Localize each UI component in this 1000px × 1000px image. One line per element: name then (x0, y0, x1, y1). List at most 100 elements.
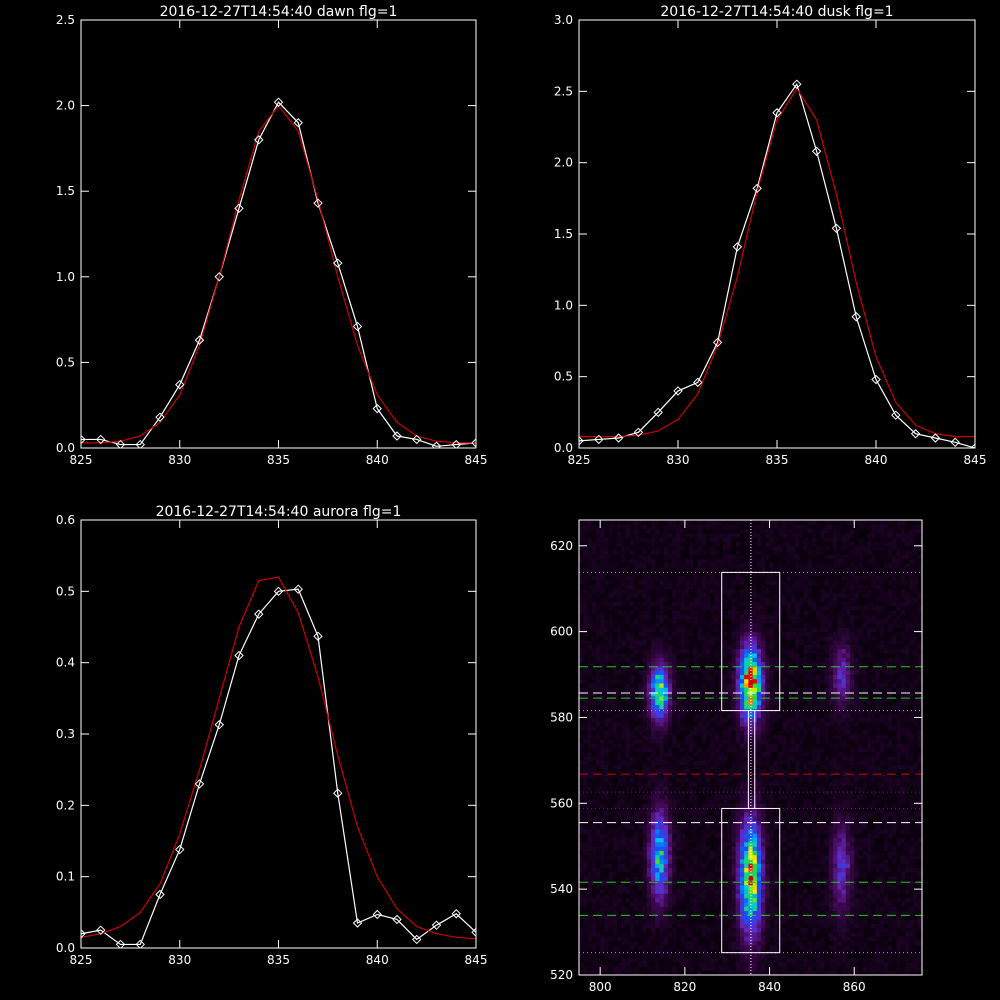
heatmap-cell (905, 837, 910, 843)
heatmap-cell (845, 743, 851, 748)
x-tick-label: 825 (70, 953, 93, 967)
heatmap-cell (689, 910, 694, 916)
heatmap-cell (871, 743, 876, 748)
heatmap-cell (854, 751, 859, 757)
data-point (352, 918, 363, 928)
heatmap-cell (850, 936, 855, 942)
heatmap-cell (833, 721, 838, 727)
heatmap-cell (790, 768, 796, 774)
heatmap-cell (837, 824, 842, 830)
heatmap-cell (663, 837, 669, 843)
heatmap-cell (871, 953, 876, 959)
heatmap-cell (689, 940, 694, 946)
heatmap-cell (718, 854, 724, 860)
heatmap-cell (693, 799, 698, 804)
heatmap-cell (845, 936, 851, 942)
heatmap-cell (667, 854, 673, 860)
heatmap-cell (883, 957, 889, 963)
heatmap-cell (765, 756, 770, 761)
heatmap-cell (756, 790, 762, 796)
heatmap-cell (773, 721, 779, 727)
heatmap-cell (629, 927, 635, 933)
heatmap-cell (909, 794, 914, 800)
heatmap-cell (892, 880, 897, 886)
heatmap-cell (621, 884, 626, 890)
heatmap-cell (600, 833, 605, 839)
heatmap-cell (837, 876, 842, 881)
heatmap-cell (739, 824, 745, 830)
heatmap-cell (773, 953, 779, 959)
heatmap-cell (871, 768, 876, 774)
heatmap-cell (579, 799, 584, 804)
heatmap-cell (879, 726, 885, 731)
heatmap-cell (646, 768, 652, 774)
heatmap-cell (676, 768, 682, 774)
heatmap-cell (706, 889, 711, 894)
heatmap-cell (794, 841, 800, 847)
heatmap-cell (879, 756, 885, 761)
heatmap-cell (735, 850, 741, 856)
heatmap-cell (663, 850, 669, 856)
heatmap-cell (858, 764, 864, 770)
heatmap-cell (799, 910, 804, 916)
heatmap-cell (710, 953, 715, 959)
heatmap-cell (879, 940, 885, 946)
heatmap-cell (739, 768, 745, 774)
heatmap-cell (824, 897, 830, 903)
heatmap-cell (913, 773, 919, 778)
heatmap-cell (600, 803, 605, 808)
heatmap-cell (650, 944, 656, 950)
heatmap-cell (879, 927, 885, 933)
heatmap-cell (638, 854, 643, 860)
heatmap-cell (731, 957, 737, 963)
heatmap-cell (871, 854, 876, 860)
heatmap-cell (634, 910, 639, 916)
heatmap-cell (799, 786, 804, 791)
heatmap-cell (892, 919, 897, 924)
heatmap-cell (727, 923, 732, 929)
heatmap-cell (773, 738, 779, 744)
heatmap-cell (604, 756, 610, 761)
heatmap-cell (778, 751, 783, 757)
heatmap-cell (579, 884, 584, 890)
heatmap-cell (900, 841, 906, 847)
heatmap-cell (748, 816, 754, 821)
heatmap-cell (710, 863, 715, 869)
heatmap-cell (697, 760, 703, 766)
heatmap-cell (663, 751, 669, 757)
heatmap-cell (655, 790, 660, 796)
heatmap-cell (866, 820, 872, 826)
heatmap-cell (680, 833, 686, 839)
heatmap-cell (820, 867, 825, 873)
heatmap-cell (786, 880, 792, 886)
heatmap-cell (850, 790, 855, 796)
heatmap-cell (684, 846, 690, 851)
heatmap-cell (888, 794, 893, 800)
heatmap-cell (900, 760, 906, 766)
heatmap-cell (803, 824, 809, 830)
heatmap-cell (854, 850, 859, 856)
heatmap-cell (617, 970, 622, 976)
heatmap-cell (854, 811, 859, 817)
heatmap-cell (638, 764, 643, 770)
heatmap-cell (689, 949, 694, 954)
heatmap-cell (807, 923, 813, 929)
heatmap-cell (680, 837, 686, 843)
heatmap-cell (837, 734, 842, 740)
heatmap-cell (604, 794, 610, 800)
heatmap-cell (735, 936, 741, 942)
heatmap-cell (769, 751, 775, 757)
heatmap-cell (659, 893, 665, 899)
heatmap-cell (650, 897, 656, 903)
heatmap-cell (756, 897, 762, 903)
heatmap-cell (680, 773, 686, 778)
heatmap-cell (778, 837, 783, 843)
heatmap-cell (689, 957, 694, 963)
data-point (135, 939, 145, 948)
heatmap-cell (667, 816, 673, 821)
heatmap-cell (595, 799, 601, 804)
heatmap-cell (591, 859, 597, 864)
heatmap-cell (617, 871, 622, 877)
heatmap-cell (883, 743, 889, 748)
heatmap-cell (888, 854, 893, 860)
